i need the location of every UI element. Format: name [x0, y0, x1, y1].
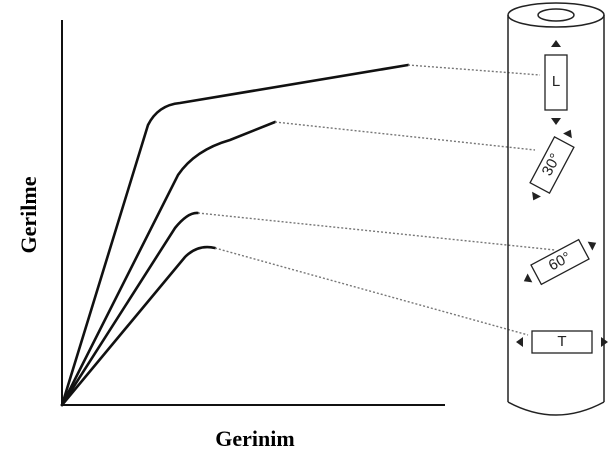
- diagram: Gerilme Gerinim L 30° 60° T: [0, 0, 610, 459]
- specimen-label: T: [557, 333, 566, 350]
- specimen-t: T: [516, 331, 608, 353]
- y-axis-label: Gerilme: [16, 176, 41, 253]
- leader: [215, 248, 528, 335]
- curve-30: [62, 122, 275, 405]
- leader: [198, 213, 555, 250]
- curve-l: [62, 65, 408, 405]
- specimen-60: 60°: [519, 233, 602, 291]
- specimen-label: L: [552, 73, 560, 90]
- leader: [408, 65, 540, 75]
- specimen-l: L: [545, 40, 567, 125]
- leader: [275, 122, 535, 150]
- specimen-30: 30°: [524, 125, 581, 206]
- x-axis-label: Gerinim: [215, 426, 294, 451]
- curve-60: [62, 213, 198, 405]
